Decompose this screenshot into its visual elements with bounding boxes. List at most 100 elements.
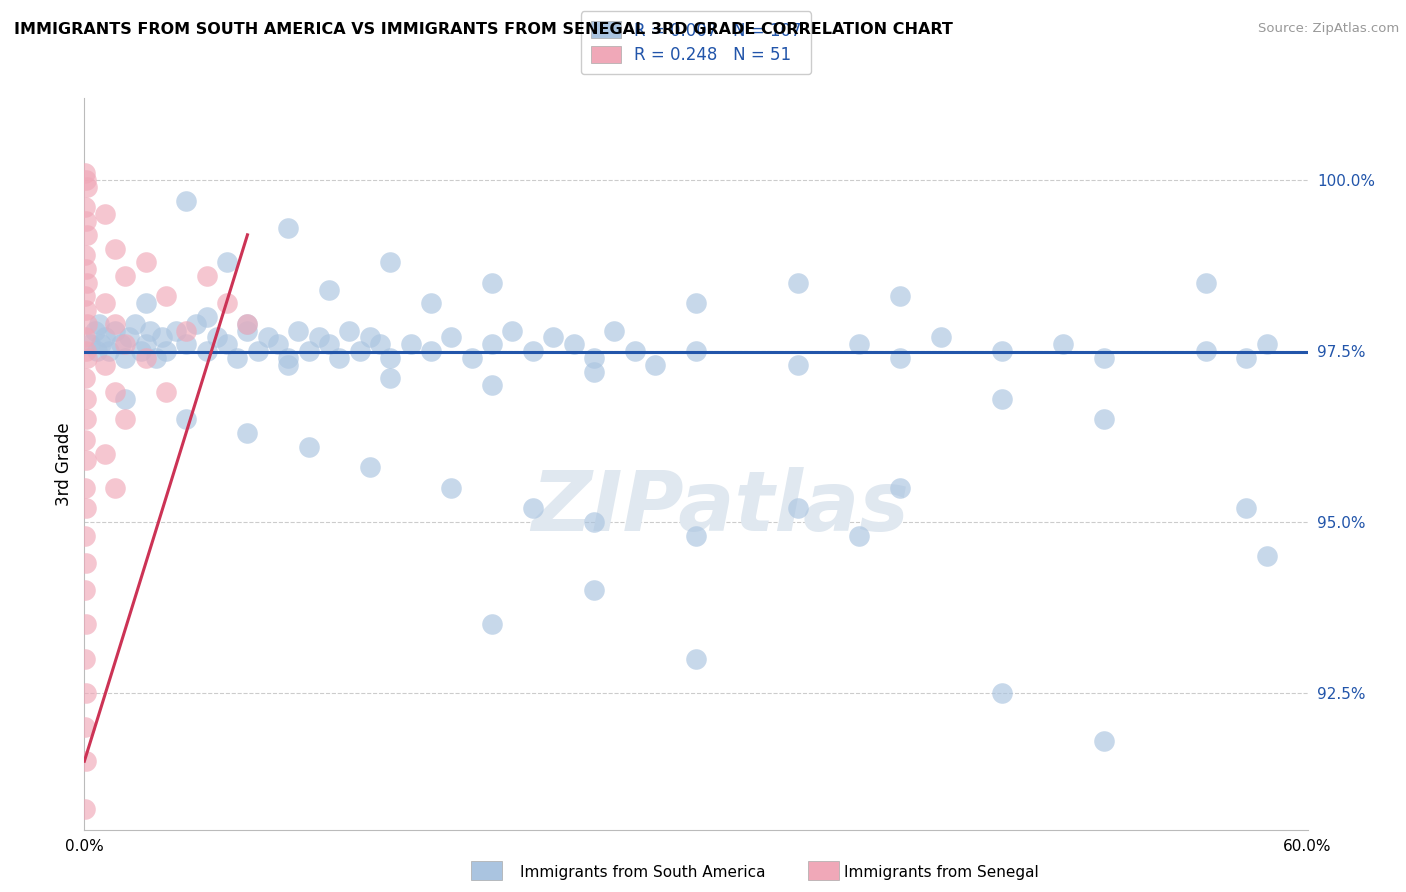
Point [349, 344, 371, 359]
Point [583, 365, 606, 379]
Point [75, 330, 97, 344]
Point [124, 317, 146, 331]
Point [583, 351, 606, 365]
Text: Immigrants from Senegal: Immigrants from Senegal [844, 865, 1039, 880]
Point [104, 317, 127, 331]
Point [75, 166, 97, 180]
Point [368, 337, 391, 351]
Point [76, 276, 98, 290]
Point [1092, 412, 1115, 426]
Point [929, 330, 952, 344]
Legend: R = 0.007   N = 107, R = 0.248   N = 51: R = 0.007 N = 107, R = 0.248 N = 51 [581, 12, 811, 74]
Point [76, 180, 98, 194]
Point [75, 501, 97, 516]
Point [76, 227, 98, 242]
Point [308, 330, 330, 344]
Point [75, 173, 97, 187]
Point [97, 344, 120, 359]
Point [277, 351, 299, 365]
Point [217, 337, 239, 351]
Point [195, 310, 218, 324]
Point [380, 255, 402, 269]
Point [83, 324, 105, 338]
Point [1236, 351, 1258, 365]
Point [624, 344, 647, 359]
Point [991, 392, 1014, 406]
Point [440, 481, 463, 495]
Point [380, 371, 402, 385]
Point [174, 412, 197, 426]
Point [114, 412, 136, 426]
Point [87, 317, 110, 331]
Point [135, 351, 157, 365]
Point [685, 528, 707, 542]
Point [195, 344, 218, 359]
Point [481, 337, 503, 351]
Point [217, 296, 239, 310]
Point [110, 337, 132, 351]
Point [522, 501, 544, 516]
Point [104, 481, 127, 495]
Point [787, 501, 810, 516]
Point [93, 330, 115, 344]
Point [75, 371, 97, 385]
Point [75, 617, 97, 632]
Point [86, 344, 108, 359]
Point [155, 385, 177, 400]
Point [1195, 276, 1218, 290]
Point [138, 324, 160, 338]
Point [104, 324, 127, 338]
Point [644, 358, 666, 372]
Point [114, 351, 136, 365]
Point [583, 583, 606, 598]
Point [318, 337, 340, 351]
Point [420, 296, 443, 310]
Text: IMMIGRANTS FROM SOUTH AMERICA VS IMMIGRANTS FROM SENEGAL 3RD GRADE CORRELATION C: IMMIGRANTS FROM SOUTH AMERICA VS IMMIGRA… [14, 22, 953, 37]
Point [481, 617, 503, 632]
Point [135, 337, 157, 351]
Point [75, 344, 97, 359]
Point [174, 337, 197, 351]
Point [787, 276, 810, 290]
Point [75, 248, 97, 262]
Point [257, 330, 280, 344]
Point [236, 324, 259, 338]
Point [75, 214, 97, 228]
Point [848, 528, 870, 542]
Point [991, 344, 1014, 359]
Point [79, 337, 101, 351]
Point [685, 344, 707, 359]
Text: Immigrants from South America: Immigrants from South America [520, 865, 766, 880]
Point [1195, 344, 1218, 359]
Point [420, 344, 443, 359]
Point [93, 358, 115, 372]
Point [93, 296, 115, 310]
Point [359, 460, 381, 475]
Point [75, 201, 97, 215]
Point [195, 268, 218, 283]
Point [277, 358, 299, 372]
Point [277, 221, 299, 235]
Point [603, 324, 626, 338]
Point [174, 324, 197, 338]
Point [114, 392, 136, 406]
Point [75, 556, 97, 570]
Point [114, 268, 136, 283]
Point [131, 344, 153, 359]
Point [359, 330, 381, 344]
Point [165, 324, 187, 338]
Point [114, 337, 136, 351]
Point [90, 337, 112, 351]
Point [104, 385, 127, 400]
Point [1236, 501, 1258, 516]
Point [75, 686, 97, 700]
Point [76, 317, 98, 331]
Point [217, 255, 239, 269]
Point [75, 433, 97, 447]
Point [155, 289, 177, 303]
Point [75, 528, 97, 542]
Point [685, 651, 707, 665]
Point [562, 337, 585, 351]
Point [440, 330, 463, 344]
Point [93, 207, 115, 221]
